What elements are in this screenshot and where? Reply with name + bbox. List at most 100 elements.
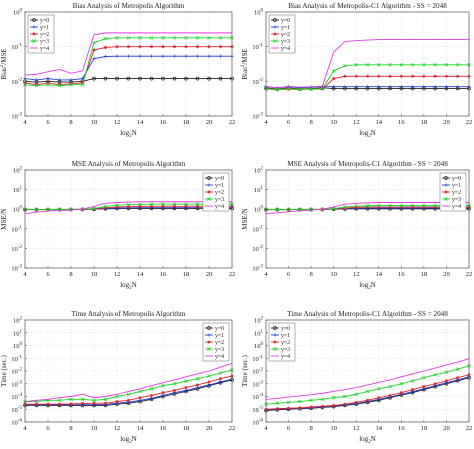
y-tick-label: 10-1	[252, 43, 263, 51]
data-point	[57, 83, 62, 87]
y-tick-label: 10-6	[11, 419, 22, 427]
data-point	[455, 62, 460, 67]
data-point	[376, 386, 381, 391]
x-axis-label: log2N	[120, 281, 137, 291]
y-tick-label: 100	[13, 206, 23, 214]
y-axis-label: Time (sec.)	[241, 355, 249, 387]
y-tick-label: 10-5	[11, 406, 22, 414]
data-point	[365, 62, 370, 67]
x-tick-label: 14	[137, 119, 144, 126]
series-line-y4	[265, 358, 470, 400]
data-point	[138, 76, 142, 81]
legend-label: y=1	[215, 333, 224, 339]
data-point	[149, 35, 154, 40]
data-point	[92, 57, 96, 61]
data-point	[57, 398, 62, 403]
legend-label: y=3	[452, 197, 461, 203]
data-point	[46, 402, 50, 406]
data-point	[34, 83, 39, 87]
data-point	[115, 399, 119, 404]
data-point	[433, 203, 438, 208]
data-point	[422, 375, 426, 380]
data-point	[332, 85, 336, 89]
legend: y=0y=1y=2y=3y=4	[27, 14, 55, 54]
x-tick-label: 20	[443, 271, 450, 278]
data-point	[388, 205, 392, 209]
x-tick-label: 18	[421, 425, 428, 432]
y-tick-label: 102	[254, 167, 264, 175]
legend-marker	[444, 190, 448, 194]
data-point	[115, 203, 119, 208]
data-point	[149, 396, 154, 401]
data-point	[275, 207, 280, 212]
chart-title: MSE Analysis of Metropolis Algorithm	[72, 160, 186, 168]
legend-marker	[32, 39, 36, 43]
data-point	[422, 384, 426, 389]
data-point	[207, 35, 211, 40]
data-point	[46, 81, 50, 85]
y-tick-label: 10-2	[11, 368, 22, 376]
data-point	[275, 87, 280, 92]
data-point	[422, 85, 426, 89]
data-point	[184, 76, 188, 81]
legend-marker	[273, 326, 277, 330]
x-tick-label: 10	[91, 425, 98, 432]
data-point	[331, 395, 336, 400]
data-point	[80, 401, 85, 406]
data-point	[172, 388, 177, 393]
data-point	[433, 62, 438, 67]
data-point	[399, 391, 403, 395]
legend-label: y=2	[281, 32, 290, 38]
y-tick-label: 10-2	[252, 368, 263, 376]
y-tick-label: 10-3	[252, 113, 263, 121]
legend-marker	[207, 333, 211, 337]
x-tick-label: 16	[160, 271, 167, 278]
data-point	[80, 397, 85, 402]
data-point	[149, 204, 154, 208]
data-point	[422, 205, 426, 209]
data-point	[275, 401, 280, 406]
data-point	[388, 85, 392, 89]
data-point	[410, 378, 415, 383]
data-point	[343, 394, 347, 399]
data-point	[377, 205, 381, 209]
data-point	[149, 393, 154, 398]
data-point	[34, 207, 39, 212]
data-point	[103, 206, 108, 210]
axes-frame	[24, 11, 233, 117]
chart-title: Bias Analysis of Metropolis Algorithm	[73, 2, 185, 10]
chart-panel-3: 4 6 8 10 12 14 16 18 20 22 10-3 10-2 10-1 100 101 102 MS…	[0, 160, 235, 291]
y-tick-label: 100	[13, 9, 23, 17]
legend-label: y=4	[281, 46, 290, 52]
data-point	[161, 383, 165, 388]
data-point	[354, 62, 359, 67]
data-point	[172, 76, 177, 81]
y-tick-label: 10-3	[252, 380, 263, 388]
data-point	[138, 54, 142, 58]
data-point	[365, 398, 370, 402]
legend-marker	[273, 39, 277, 43]
x-tick-label: 16	[160, 425, 167, 432]
y-tick-label: 101	[13, 329, 23, 337]
data-point	[343, 74, 347, 78]
data-point	[69, 397, 73, 402]
legend-label: y=2	[215, 340, 224, 346]
data-point	[195, 202, 200, 207]
x-axis-label: log2N	[359, 281, 376, 291]
data-point	[455, 367, 460, 371]
data-point	[115, 394, 119, 399]
data-point	[103, 54, 108, 59]
x-tick-label: 10	[91, 119, 98, 126]
data-point	[218, 35, 223, 40]
data-point	[354, 85, 358, 89]
legend-label: y=4	[281, 354, 290, 360]
x-tick-label: 16	[398, 425, 405, 432]
data-point	[456, 376, 460, 380]
data-point	[388, 74, 392, 78]
data-point	[34, 83, 39, 88]
data-point	[218, 54, 223, 58]
y-tick-label: 101	[13, 186, 23, 194]
data-point	[195, 204, 200, 208]
data-point	[377, 396, 381, 400]
